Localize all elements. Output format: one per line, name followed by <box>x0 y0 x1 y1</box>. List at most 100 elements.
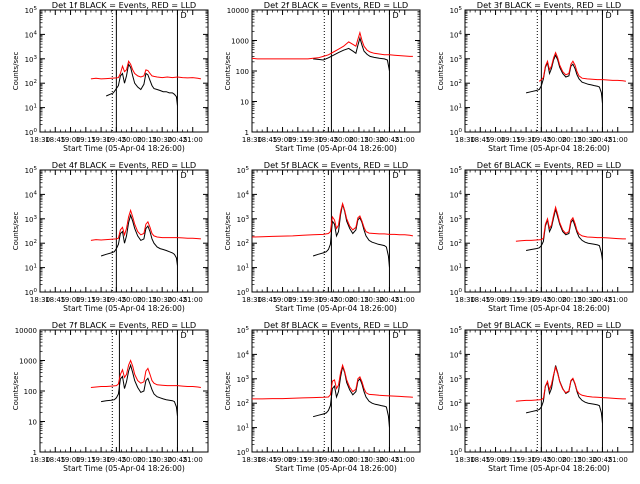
x-tick-label: 21:00 <box>608 136 628 144</box>
y-tick-label: 102 <box>450 79 462 88</box>
x-tick-label: 19:45 <box>531 136 551 144</box>
y-tick-label: 103 <box>25 55 38 64</box>
x-tick-label: 19:00 <box>60 296 80 304</box>
panel-9: Det 9f BLACK = Events, RED = LLD 100 101 10… <box>437 320 634 473</box>
x-tick-label: 21:00 <box>608 456 628 464</box>
x-tick-label: 20:45 <box>379 456 399 464</box>
x-tick-label: 18:30 <box>30 456 50 464</box>
y-tick-label: 101 <box>237 424 249 433</box>
y-axis-title: Counts/sec <box>12 212 20 251</box>
x-tick-label: 20:00 <box>334 136 354 144</box>
plot-frame <box>464 329 634 453</box>
y-tick-label: 102 <box>237 239 249 248</box>
x-tick-label: 20:30 <box>577 296 597 304</box>
x-tick-label: 20:15 <box>137 456 157 464</box>
x-tick-label: 20:30 <box>577 136 597 144</box>
marker-annotation: D <box>180 171 186 180</box>
series-lld-line <box>515 365 626 402</box>
y-tick-label: 101 <box>450 264 462 273</box>
y-tick-label: 100 <box>25 128 38 137</box>
panel-6: Det 6f BLACK = Events, RED = LLD 100 101 10… <box>437 160 634 313</box>
x-tick-label: 18:30 <box>30 296 50 304</box>
x-tick-label: 19:00 <box>272 136 292 144</box>
x-tick-label: 20:15 <box>349 136 369 144</box>
series-lld-line <box>90 359 201 388</box>
panel-title: Det 2f BLACK = Events, RED = LLD <box>264 0 408 10</box>
y-axis-title: Counts/sec <box>437 212 445 251</box>
y-tick-label: 1 <box>33 449 37 457</box>
y-axis-title: Counts/sec <box>224 372 232 411</box>
x-tick-label: 18:30 <box>455 296 475 304</box>
panel-title: Det 7f BLACK = Events, RED = LLD <box>52 320 196 330</box>
y-tick-label: 1000 <box>231 38 249 46</box>
x-tick-label: 19:30 <box>516 456 536 464</box>
plot-frame <box>251 169 421 293</box>
x-axis-title: Start Time (05-Apr-04 18:26:00) <box>275 464 397 473</box>
x-tick-label: 20:30 <box>364 136 384 144</box>
y-tick-label: 104 <box>25 190 38 199</box>
x-tick-label: 18:45 <box>257 456 277 464</box>
x-tick-label: 19:15 <box>76 136 96 144</box>
x-tick-label: 19:15 <box>288 296 308 304</box>
x-tick-label: 20:00 <box>547 296 567 304</box>
x-tick-label: 21:00 <box>395 296 415 304</box>
panel-7: Det 7f BLACK = Events, RED = LLD 1 10 100 10… <box>12 320 209 473</box>
series-lld-line <box>538 51 626 82</box>
x-tick-label: 19:00 <box>485 136 505 144</box>
y-tick-label: 10000 <box>15 327 37 335</box>
x-tick-label: 21:00 <box>183 456 203 464</box>
series-events-line <box>313 36 390 72</box>
panel-title: Det 4f BLACK = Events, RED = LLD <box>52 160 196 170</box>
y-tick-label: 10 <box>240 99 249 107</box>
panel-1: Det 1f BLACK = Events, RED = LLD 100 101 10… <box>12 0 209 153</box>
y-tick-label: 101 <box>25 104 37 113</box>
y-tick-label: 102 <box>237 399 249 408</box>
x-axis-title: Start Time (05-Apr-04 18:26:00) <box>275 304 397 313</box>
x-tick-label: 18:45 <box>470 296 490 304</box>
x-axis-title: Start Time (05-Apr-04 18:26:00) <box>488 464 610 473</box>
x-tick-label: 19:45 <box>318 456 338 464</box>
y-tick-label: 100 <box>450 288 463 297</box>
x-tick-label: 19:15 <box>501 296 521 304</box>
y-tick-label: 102 <box>450 239 462 248</box>
x-tick-label: 20:15 <box>562 296 582 304</box>
panel-2: Det 2f BLACK = Events, RED = LLD 1 10 100 10… <box>224 0 421 153</box>
plot-frame <box>464 9 634 133</box>
x-tick-label: 18:45 <box>470 136 490 144</box>
x-tick-label: 19:00 <box>485 296 505 304</box>
y-axis-title: Counts/sec <box>224 52 232 91</box>
x-tick-label: 20:00 <box>547 456 567 464</box>
x-tick-label: 20:30 <box>152 456 172 464</box>
x-tick-label: 20:30 <box>152 136 172 144</box>
x-tick-label: 20:00 <box>334 296 354 304</box>
series-events-line <box>525 53 603 104</box>
y-tick-label: 100 <box>450 448 463 457</box>
x-tick-label: 19:30 <box>91 136 111 144</box>
y-tick-label: 103 <box>237 375 250 384</box>
x-tick-label: 18:45 <box>257 296 277 304</box>
y-tick-label: 105 <box>450 6 463 15</box>
y-tick-label: 102 <box>450 399 462 408</box>
y-tick-label: 103 <box>237 215 250 224</box>
x-tick-label: 20:15 <box>137 136 157 144</box>
marker-annotation: D <box>605 171 611 180</box>
y-tick-label: 1 <box>245 129 249 137</box>
x-axis-title: Start Time (05-Apr-04 18:26:00) <box>63 304 185 313</box>
plot-frame <box>251 329 421 453</box>
x-tick-label: 20:30 <box>364 296 384 304</box>
plot-frame <box>39 329 209 453</box>
x-tick-label: 19:15 <box>76 296 96 304</box>
x-tick-label: 19:45 <box>531 456 551 464</box>
x-tick-label: 21:00 <box>608 296 628 304</box>
panel-title: Det 9f BLACK = Events, RED = LLD <box>477 320 621 330</box>
x-tick-label: 19:30 <box>91 456 111 464</box>
series-lld-line <box>252 363 413 400</box>
x-tick-label: 19:45 <box>318 296 338 304</box>
x-tick-label: 20:45 <box>592 456 612 464</box>
x-axis-title: Start Time (05-Apr-04 18:26:00) <box>488 144 610 153</box>
y-tick-label: 100 <box>24 388 37 396</box>
y-axis-title: Counts/sec <box>12 372 20 411</box>
x-tick-label: 21:00 <box>395 136 415 144</box>
